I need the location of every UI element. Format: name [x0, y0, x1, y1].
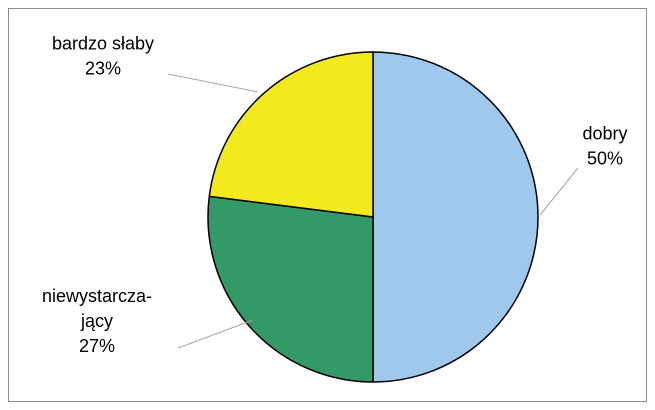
data-label-3: bardzo słaby 23%	[52, 34, 154, 79]
data-label-percent: 23%	[85, 59, 121, 79]
labels-layer: dobry 50% niewystarcza-jący 27% bardzo słaby…	[42, 34, 628, 357]
data-label-category: niewystarcza-	[42, 286, 152, 306]
data-label-1: dobry 50%	[582, 124, 627, 169]
leader-line-3	[167, 73, 259, 93]
data-label-2: niewystarcza-jący 27%	[42, 286, 152, 356]
data-label-category: jący	[80, 311, 113, 331]
leader-line-1	[539, 167, 579, 216]
data-label-percent: 27%	[79, 336, 115, 356]
pie-slice-3	[208, 51, 374, 218]
pie-slice-1	[372, 51, 539, 383]
pie-slice-2	[207, 195, 374, 383]
data-label-category: dobry	[582, 124, 627, 144]
leader-lines-layer	[167, 73, 579, 349]
data-label-category: bardzo słaby	[52, 34, 154, 54]
data-label-percent: 50%	[587, 149, 623, 169]
leader-line-2	[177, 319, 254, 349]
slices-layer	[207, 51, 539, 383]
